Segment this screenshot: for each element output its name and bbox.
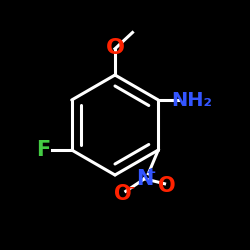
Text: NH₂: NH₂ — [172, 90, 212, 110]
Text: F: F — [36, 140, 50, 160]
Text: O: O — [106, 38, 124, 58]
Text: +: + — [146, 166, 156, 179]
Text: O: O — [158, 176, 176, 196]
Text: O: O — [114, 184, 132, 204]
Text: −: − — [124, 181, 135, 194]
Text: N: N — [136, 169, 153, 189]
